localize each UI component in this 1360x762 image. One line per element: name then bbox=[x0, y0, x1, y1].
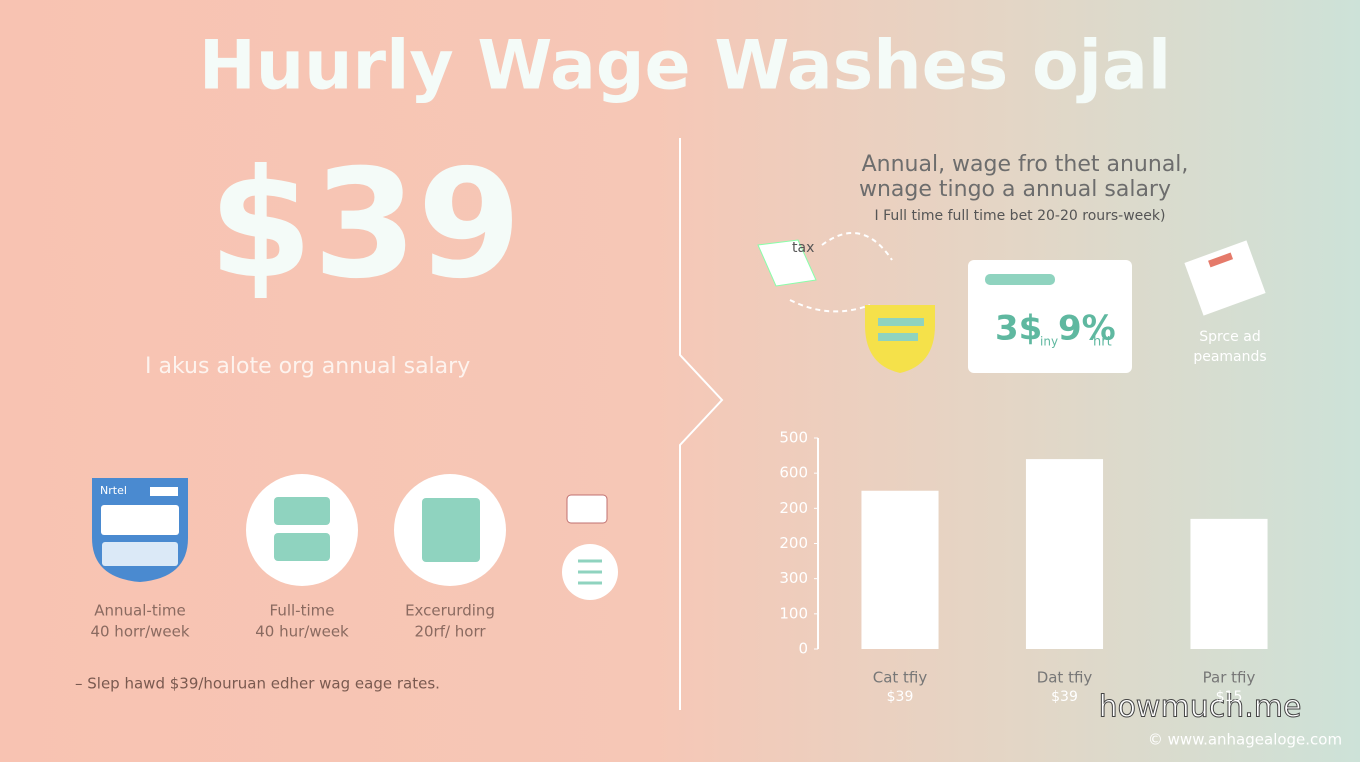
category-note: $39 bbox=[887, 689, 914, 705]
header-line: Annual, wage fro thet anunal, bbox=[862, 152, 1189, 177]
x-tick-label: Par tfiy bbox=[1203, 669, 1256, 687]
y-tick-label: 600 bbox=[779, 464, 808, 482]
category-note: $39 bbox=[1051, 689, 1078, 705]
icon-label: Excerurding bbox=[405, 602, 495, 620]
y-tick-label: 200 bbox=[779, 499, 808, 517]
icon-label: Annual-time bbox=[94, 602, 185, 620]
hero-amount: $39 bbox=[208, 138, 521, 312]
bar-chart: 0 100 300 200 200 600 500 Cat tfiy $39 Dat tfiy $3… bbox=[779, 429, 1268, 705]
card-right-sub: hrt bbox=[1093, 335, 1112, 350]
bar bbox=[1025, 459, 1104, 649]
watermark: howmuch.me bbox=[1099, 690, 1302, 725]
salary-card bbox=[968, 260, 1132, 373]
bar bbox=[1190, 518, 1268, 649]
card-left-sub: iny bbox=[1040, 335, 1058, 349]
calendar-icon bbox=[394, 474, 506, 586]
x-tick-label: Cat tfiy bbox=[873, 669, 928, 687]
hero-subtitle: I akus alote org annual salary bbox=[145, 354, 470, 379]
card-right: 9% bbox=[1058, 309, 1116, 349]
header-line: wnage tingo a annual salary bbox=[859, 177, 1171, 202]
x-tick-label: Dat tfiy bbox=[1037, 669, 1093, 687]
doc-icon bbox=[1184, 240, 1266, 316]
icon-tag: Nrtel bbox=[100, 484, 127, 497]
y-tick-label: 0 bbox=[798, 640, 808, 658]
header-note: I Full time full time bet 20-20 rours-we… bbox=[875, 208, 1166, 224]
bar bbox=[861, 490, 939, 649]
y-tick-label: 200 bbox=[779, 534, 808, 552]
icon-detail: 40 hur/week bbox=[255, 623, 349, 641]
badge-icon bbox=[865, 305, 935, 373]
title: Huurly Wage Washes ojal bbox=[199, 27, 1171, 106]
keyboard-icon bbox=[92, 478, 188, 582]
y-tick-label: 100 bbox=[779, 604, 808, 622]
card-left: 3$ bbox=[995, 309, 1042, 349]
y-tick-label: 500 bbox=[779, 429, 808, 447]
chat-icon bbox=[562, 494, 618, 600]
copyright: © www.anhagealoge.com bbox=[1148, 731, 1342, 749]
tax-label: tax bbox=[792, 240, 814, 256]
doc-caption: peamands bbox=[1193, 349, 1266, 365]
icon-detail: 40 horr/week bbox=[90, 623, 189, 641]
tax-doc-icon bbox=[757, 232, 893, 313]
category-note: $15 bbox=[1216, 689, 1243, 705]
y-tick-label: 300 bbox=[779, 569, 808, 587]
icon-detail: 20rf/ horr bbox=[414, 623, 486, 641]
doc-caption: Sprce ad bbox=[1199, 329, 1260, 345]
footnote: – Slep hawd $39/houruan edher wag eage r… bbox=[75, 675, 440, 693]
icon-label: Full-time bbox=[270, 602, 335, 620]
divider bbox=[679, 138, 724, 710]
money-icon bbox=[246, 474, 358, 586]
